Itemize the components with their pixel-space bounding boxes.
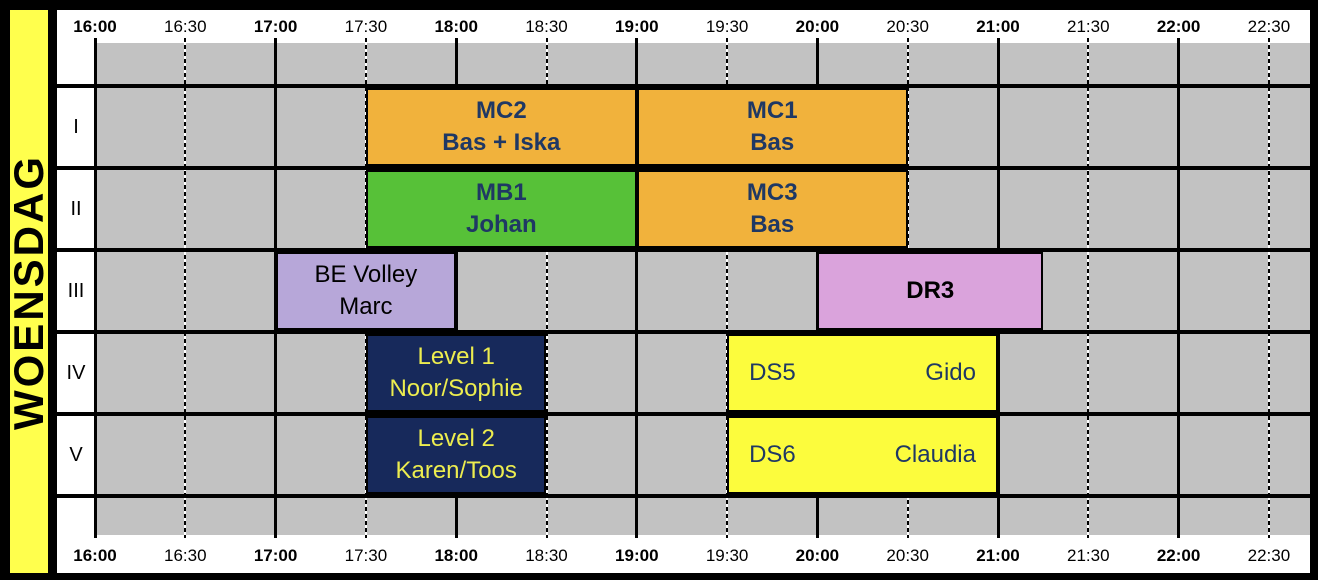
schedule-block-mb1: MB1 Johan <box>365 170 637 248</box>
row-separator-line <box>57 494 1310 498</box>
half-hour-gridline <box>184 38 187 538</box>
hour-gridline <box>635 38 639 538</box>
day-label-strip: WOENSDAG <box>5 10 52 573</box>
time-label-bottom: 19:30 <box>705 546 749 565</box>
row-label-i: I <box>73 115 79 138</box>
block-trainer-label: Claudia <box>894 441 976 468</box>
time-label-top: 21:00 <box>976 17 1020 36</box>
block-trainer-label: Bas <box>750 211 795 238</box>
block-trainer-label: Marc <box>339 293 393 320</box>
row-label-iii: III <box>67 279 85 302</box>
time-label-bottom: 19:00 <box>615 546 659 565</box>
block-trainer-label: Gido <box>925 359 976 386</box>
time-label-top: 19:00 <box>615 17 659 36</box>
block-trainer-label: Karen/Toos <box>395 457 517 484</box>
time-label-top: 18:00 <box>434 17 478 36</box>
row-label-v: V <box>69 443 83 466</box>
time-label-bottom: 21:30 <box>1067 546 1110 565</box>
block-team-label: DS5 <box>749 359 796 386</box>
schedule-block-level-2: Level 2 Karen/Toos <box>365 416 547 494</box>
schedule-block-mc2: MC2 Bas + Iska <box>365 88 637 166</box>
block-team-label: DR3 <box>906 277 955 304</box>
block-team-label: MB1 <box>476 179 527 206</box>
schedule-block-mc1: MC1 Bas <box>636 88 908 166</box>
schedule-block-ds6: DS6 Claudia <box>727 416 998 494</box>
time-label-bottom: 22:00 <box>1156 546 1201 565</box>
hour-gridline <box>93 38 97 538</box>
grid-filler-band <box>95 43 1310 84</box>
grid-filler-band <box>95 498 1310 535</box>
row-label-ii: II <box>70 197 82 220</box>
time-label-top: 18:30 <box>525 17 568 36</box>
row-separator-line <box>57 330 1310 334</box>
time-label-top: 22:00 <box>1156 17 1201 36</box>
half-hour-gridline <box>545 38 548 538</box>
time-label-bottom: 16:30 <box>164 546 207 565</box>
time-label-bottom: 17:30 <box>344 546 388 565</box>
half-hour-gridline <box>1087 38 1090 538</box>
schedule-block-ds5: DS5 Gido <box>727 334 998 412</box>
block-trainer-label: Bas + Iska <box>442 129 561 156</box>
block-trainer-label: Johan <box>465 211 537 238</box>
block-trainer-label: Bas <box>750 129 795 156</box>
day-label: WOENSDAG <box>5 153 52 430</box>
time-label-top: 19:30 <box>705 17 749 36</box>
time-label-bottom: 18:00 <box>434 546 478 565</box>
grid-row-band <box>95 416 1310 494</box>
row-separator-line <box>57 248 1310 252</box>
half-hour-gridline <box>726 38 729 538</box>
time-label-bottom: 20:30 <box>886 546 929 565</box>
time-label-top: 17:30 <box>344 17 388 36</box>
time-label-top: 20:00 <box>795 17 840 36</box>
block-team-label: DS6 <box>749 441 796 468</box>
block-trainer-label: Noor/Sophie <box>389 375 523 402</box>
schedule-block-mc3: MC3 Bas <box>636 170 908 248</box>
time-label-bottom: 22:30 <box>1247 546 1291 565</box>
block-team-label: MC1 <box>746 97 798 124</box>
time-label-bottom: 21:00 <box>976 546 1020 565</box>
time-label-bottom: 18:30 <box>525 546 568 565</box>
schedule-block-level-1: Level 1 Noor/Sophie <box>365 334 547 412</box>
time-label-top: 21:30 <box>1067 17 1110 36</box>
hour-gridline <box>1177 38 1181 538</box>
row-separator-line <box>57 84 1310 88</box>
block-team-label: BE Volley <box>314 261 418 288</box>
time-label-top: 20:30 <box>886 17 929 36</box>
schedule-grid: 16:00 16:00 16:30 16:30 17:00 17:00 17:30 17:30… <box>57 10 1310 573</box>
row-separator-line <box>57 166 1310 170</box>
time-label-bottom: 20:00 <box>795 546 840 565</box>
half-hour-gridline <box>1267 38 1270 538</box>
time-label-bottom: 17:00 <box>253 546 298 565</box>
block-team-label: MC2 <box>476 97 527 124</box>
time-label-top: 16:30 <box>164 17 207 36</box>
block-team-label: Level 2 <box>417 425 495 452</box>
schedule-block-dr3: DR3 <box>817 252 1044 330</box>
hour-gridline <box>454 38 458 538</box>
schedule-block-be-volley: BE Volley Marc <box>275 252 457 330</box>
block-team-label: MC3 <box>746 179 798 206</box>
time-label-top: 16:00 <box>73 17 117 36</box>
time-label-top: 22:30 <box>1247 17 1291 36</box>
time-label-top: 17:00 <box>253 17 298 36</box>
row-separator-line <box>57 412 1310 416</box>
block-team-label: Level 1 <box>417 343 495 370</box>
row-label-iv: IV <box>66 361 86 384</box>
time-label-bottom: 16:00 <box>73 546 117 565</box>
grid-row-band <box>95 334 1310 412</box>
